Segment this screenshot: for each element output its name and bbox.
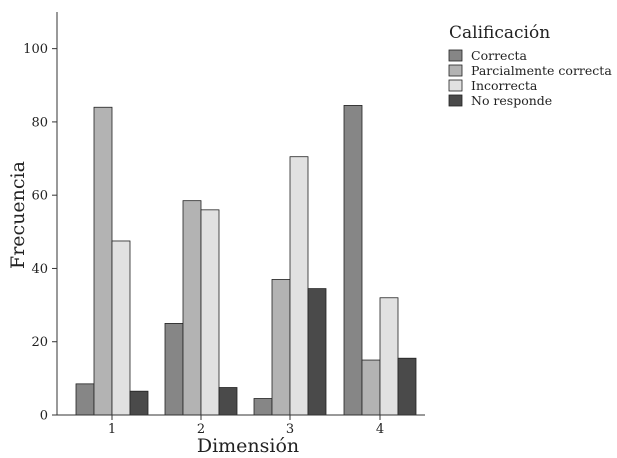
bar: [397, 357, 417, 416]
x-tick-label: 3: [286, 422, 294, 437]
bar: [253, 398, 273, 416]
y-tick-label: 20: [31, 335, 48, 350]
bar: [75, 383, 95, 416]
plot-area: 0 20 40 60 80 100 1 2 3 4: [23, 42, 417, 437]
x-tick-label: 4: [376, 422, 384, 437]
bar: [218, 387, 238, 416]
bar: [200, 209, 220, 416]
legend-swatch: [448, 49, 463, 62]
bar: [182, 200, 202, 416]
y-tick-label: 100: [23, 42, 48, 57]
x-axis-title: Dimensión: [197, 435, 299, 457]
x-tick-label: 2: [197, 422, 205, 437]
bar: [111, 240, 131, 416]
bar: [379, 297, 399, 416]
legend-label: Parcialmente correcta: [471, 63, 612, 78]
bar: [164, 323, 184, 416]
y-axis-title: Frecuencia: [7, 161, 29, 269]
bar: [361, 359, 381, 416]
legend-label: Incorrecta: [471, 78, 538, 93]
y-tick-label: 40: [31, 262, 48, 277]
y-tick-label: 0: [40, 409, 48, 424]
legend-swatch: [448, 94, 463, 107]
bar: [307, 288, 327, 416]
bar: [289, 156, 309, 416]
legend-label: Correcta: [471, 48, 527, 63]
bar: [129, 390, 149, 416]
legend-title: Calificación: [449, 23, 550, 43]
legend-label: No responde: [471, 93, 552, 108]
x-tick-label: 1: [108, 422, 116, 437]
legend-swatch: [448, 79, 463, 92]
bar: [93, 106, 113, 416]
legend-swatch: [448, 64, 463, 77]
y-tick-label: 80: [31, 115, 48, 130]
bar: [343, 105, 363, 416]
y-tick-label: 60: [31, 189, 48, 204]
bar: [271, 279, 291, 416]
